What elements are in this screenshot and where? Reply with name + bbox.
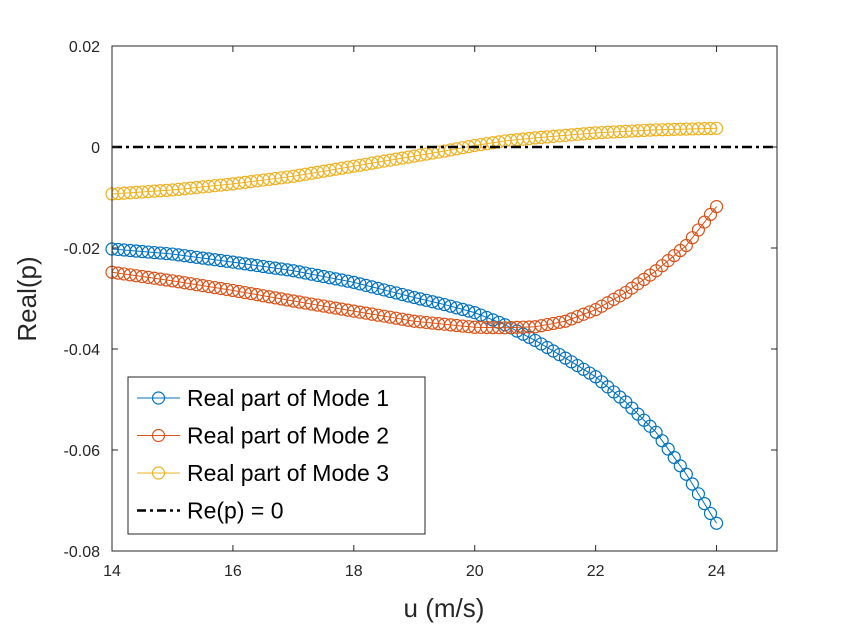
data-point: [558, 314, 573, 328]
data-point: [564, 312, 579, 326]
ticks-layer: 14 16 18 20 22 24 0.02 0 -0.02 -0.04 -0.06 -0.08: [64, 39, 777, 580]
data-point: [347, 275, 361, 289]
data-point: [377, 283, 391, 297]
data-point: [703, 121, 718, 136]
legend-entries: Real part of Mode 1 Real part of Mode 2 Re…: [137, 385, 389, 524]
y-tick-label: -0.04: [64, 342, 101, 359]
legend-marker: [151, 391, 166, 405]
y-axis-label: Real(p): [12, 256, 42, 341]
data-point: [371, 281, 385, 295]
legend-entry: Re(p) = 0: [137, 498, 284, 524]
legend-marker: [151, 466, 166, 480]
data-point: [522, 330, 536, 344]
y-tick-label: -0.08: [64, 544, 101, 561]
legend-label: Real part of Mode 1: [187, 385, 389, 411]
series-3: [105, 121, 724, 201]
legend-entry: Real part of Mode 3: [137, 460, 389, 486]
x-tick-label: 20: [466, 563, 484, 580]
data-point: [468, 306, 482, 320]
data-point: [443, 299, 458, 313]
x-tick-label: 22: [587, 563, 605, 580]
series-1: [105, 242, 724, 530]
x-tick-label: 18: [345, 563, 363, 580]
data-point: [576, 307, 591, 321]
data-point: [480, 310, 494, 325]
legend-label: Real part of Mode 3: [187, 460, 389, 486]
series-layer: [105, 121, 777, 530]
data-point: [437, 297, 452, 312]
data-point: [389, 286, 403, 300]
data-point: [353, 277, 367, 291]
data-point: [359, 278, 373, 292]
data-point: [431, 296, 446, 310]
data-point: [582, 305, 597, 319]
legend-entry: Real part of Mode 2: [137, 423, 389, 449]
data-point: [383, 284, 397, 299]
data-point: [419, 293, 433, 307]
data-point: [341, 274, 355, 288]
legend-entry: Real part of Mode 1: [137, 385, 389, 411]
data-point: [498, 318, 512, 332]
data-point: [407, 290, 421, 305]
data-point: [425, 295, 440, 309]
legend-label: Re(p) = 0: [187, 498, 284, 524]
x-tick-label: 16: [224, 563, 242, 580]
data-point: [709, 516, 724, 530]
data-point: [462, 304, 476, 318]
data-point: [456, 302, 470, 317]
data-point: [697, 497, 712, 511]
data-point: [703, 506, 718, 521]
legend-box: [127, 376, 426, 535]
y-tick-label: -0.06: [64, 443, 101, 460]
data-point: [395, 287, 409, 302]
y-tick-label: 0.02: [69, 39, 100, 56]
data-point: [552, 315, 566, 329]
x-axis-label: u (m/s): [404, 593, 485, 623]
y-tick-label: -0.02: [64, 241, 101, 258]
legend-marker: [151, 428, 166, 443]
data-point: [709, 199, 724, 214]
data-point: [413, 292, 427, 306]
data-point: [709, 121, 724, 135]
data-point: [570, 309, 585, 324]
data-point: [685, 477, 699, 491]
data-point: [679, 467, 693, 481]
y-tick-label: 0: [91, 140, 100, 157]
axes-box: [111, 45, 778, 552]
legend: Real part of Mode 1 Real part of Mode 2 Re…: [127, 376, 426, 535]
x-tick-label: 24: [708, 563, 726, 580]
x-tick-label: 14: [103, 563, 121, 580]
data-point: [401, 289, 415, 303]
data-point: [691, 487, 706, 501]
legend-label: Real part of Mode 2: [187, 423, 389, 449]
data-point: [449, 301, 464, 315]
data-point: [365, 280, 379, 294]
